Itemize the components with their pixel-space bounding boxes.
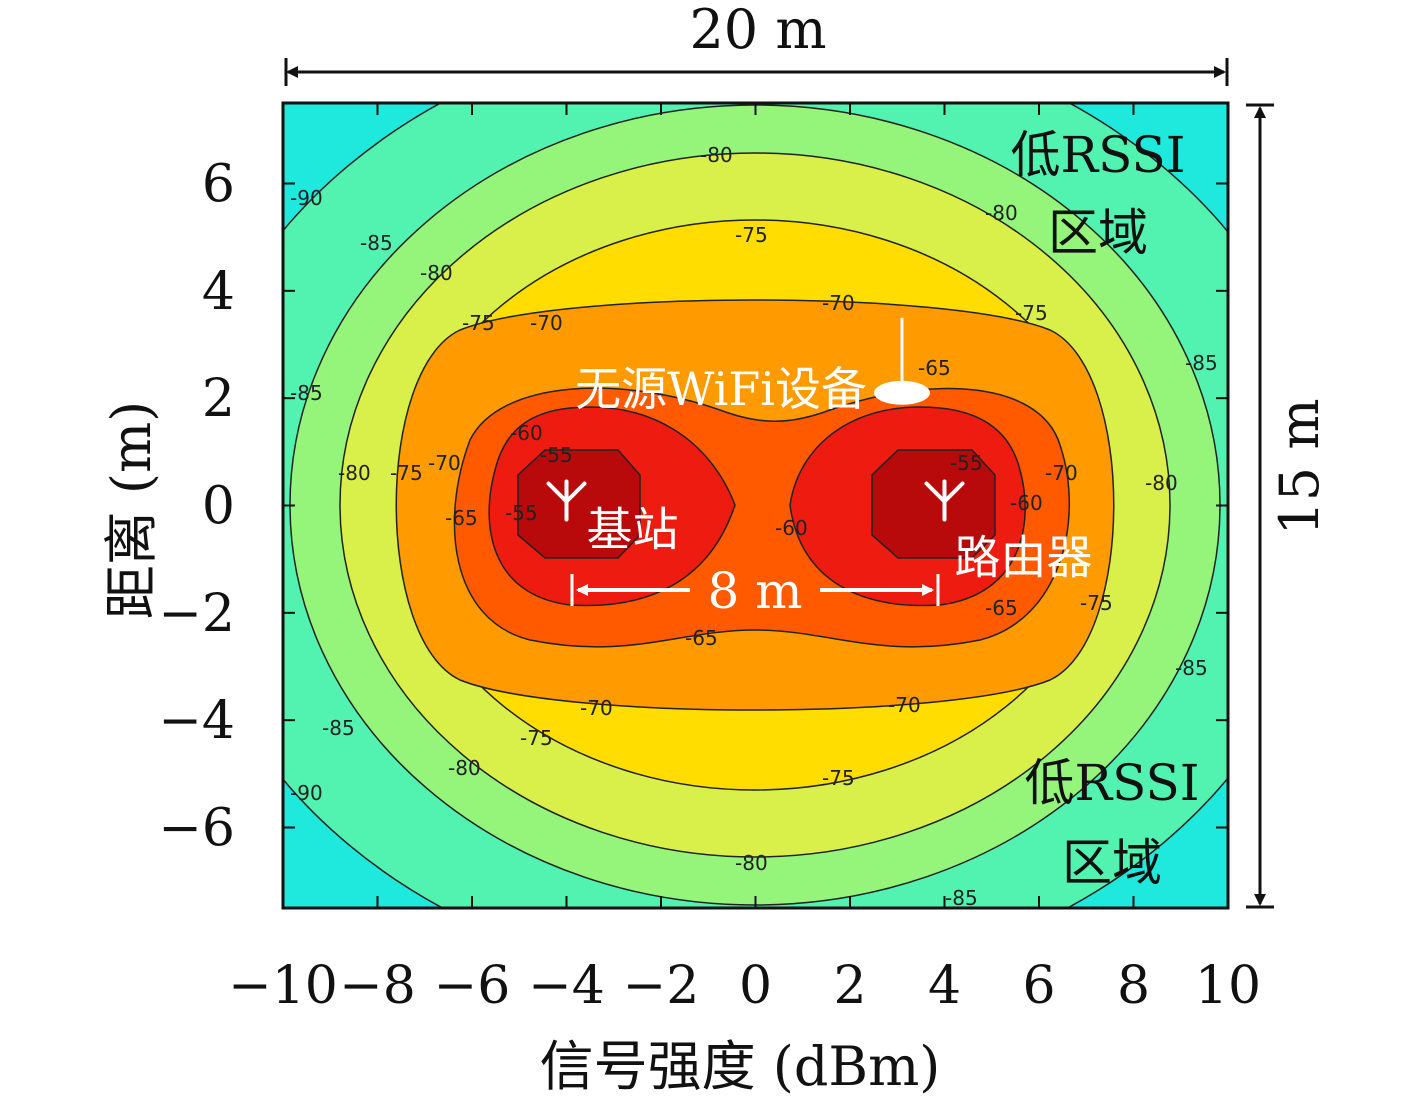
contour-bands bbox=[283, 103, 1228, 908]
contour-label: -75 bbox=[462, 311, 495, 335]
x-tick-label: 0 bbox=[739, 956, 772, 1016]
contour-label: -55 bbox=[540, 443, 573, 467]
contour-label: -90 bbox=[290, 186, 323, 210]
y-axis-ticks: 6 4 2 0 −2 −4 −6 bbox=[158, 155, 1228, 859]
low-rssi-bottom-label-line1: 低RSSI bbox=[1024, 754, 1199, 812]
band-above-55-left bbox=[517, 449, 641, 559]
contour-label: -75 bbox=[822, 766, 855, 790]
contour-label: -65 bbox=[918, 356, 951, 380]
contour-label: -65 bbox=[445, 506, 478, 530]
base-station-label: 基站 bbox=[587, 503, 679, 557]
height-dimension-label: 15 m bbox=[1268, 398, 1331, 535]
contour-label: -60 bbox=[1010, 491, 1043, 515]
x-tick-label: 4 bbox=[928, 956, 961, 1016]
passive-wifi-device-marker bbox=[873, 317, 930, 405]
contour-label: -85 bbox=[322, 716, 355, 740]
band-above-55-right bbox=[871, 449, 996, 559]
antenna-shape bbox=[924, 479, 965, 522]
contour-label: -70 bbox=[580, 696, 613, 720]
y-tick-label: −2 bbox=[158, 584, 235, 644]
contour-label: -70 bbox=[428, 451, 461, 475]
separation-label: 8 m bbox=[707, 562, 802, 620]
x-tick-label: 2 bbox=[833, 956, 866, 1016]
contour-label: -65 bbox=[685, 626, 718, 650]
contour-label: -55 bbox=[505, 501, 538, 525]
contour-label: -85 bbox=[360, 231, 393, 255]
antenna-shape bbox=[546, 479, 587, 522]
contour-label: -70 bbox=[1045, 461, 1078, 485]
y-tick-label: −4 bbox=[158, 691, 235, 751]
y-axis-label: 距离 (m) bbox=[100, 401, 163, 620]
contour-label: -85 bbox=[1185, 351, 1218, 375]
contour-label: -75 bbox=[390, 461, 423, 485]
contour-labels: -80 -75 -70 -65 -70 -75 -80 -85 -90 -85 … bbox=[290, 143, 1218, 910]
y-tick-label: 4 bbox=[202, 262, 235, 322]
y-tick-label: 2 bbox=[202, 369, 235, 429]
low-rssi-top-label-line2: 区域 bbox=[1048, 204, 1148, 262]
contour-label: -70 bbox=[530, 311, 563, 335]
x-tick-label: 6 bbox=[1022, 956, 1055, 1016]
passive-wifi-device-label: 无源WiFi设备 bbox=[575, 362, 867, 416]
router-label: 路由器 bbox=[955, 531, 1093, 585]
x-tick-label: 10 bbox=[1195, 956, 1261, 1016]
contour-label: -80 bbox=[735, 851, 768, 875]
contour-label: -80 bbox=[1145, 471, 1178, 495]
y-tick-label: 0 bbox=[202, 477, 235, 537]
contour-label: -85 bbox=[290, 381, 323, 405]
contour-label: -60 bbox=[775, 516, 808, 540]
antenna-icon bbox=[924, 479, 965, 522]
device-ellipse bbox=[873, 380, 930, 405]
contour-label: -80 bbox=[338, 461, 371, 485]
antenna-icon bbox=[546, 479, 587, 522]
contour-label: -80 bbox=[985, 201, 1018, 225]
y-tick-label: 6 bbox=[202, 155, 235, 215]
x-axis-ticks: −10 −8 −6 −4 −2 0 2 4 6 8 10 bbox=[228, 103, 1261, 1016]
low-rssi-top-label-line1: 低RSSI bbox=[1010, 126, 1185, 184]
contour-label: -80 bbox=[420, 261, 453, 285]
contour-label: -80 bbox=[700, 143, 733, 167]
contour-label: -75 bbox=[1080, 591, 1113, 615]
x-axis-label: 信号强度 (dBm) bbox=[540, 1035, 941, 1098]
contour-label: -65 bbox=[985, 596, 1018, 620]
contour-label: -70 bbox=[822, 291, 855, 315]
width-dimension-label: 20 m bbox=[689, 0, 826, 61]
contour-label: -75 bbox=[1015, 301, 1048, 325]
x-tick-label: −8 bbox=[339, 956, 416, 1016]
x-tick-label: −4 bbox=[528, 956, 605, 1016]
contour-label: -75 bbox=[735, 223, 768, 247]
low-rssi-bottom-label-line2: 区域 bbox=[1062, 834, 1162, 892]
contour-label: -85 bbox=[1175, 656, 1208, 680]
contour-label: -60 bbox=[510, 421, 543, 445]
contour-label: -55 bbox=[950, 451, 983, 475]
x-tick-label: 8 bbox=[1117, 956, 1150, 1016]
contour-label: -75 bbox=[520, 726, 553, 750]
x-tick-label: −6 bbox=[434, 956, 511, 1016]
x-tick-label: −2 bbox=[623, 956, 700, 1016]
x-tick-label: −10 bbox=[228, 956, 338, 1016]
contour-label: -80 bbox=[448, 756, 481, 780]
y-tick-label: −6 bbox=[158, 799, 235, 859]
contour-label: -85 bbox=[945, 886, 978, 910]
contour-label: -70 bbox=[888, 693, 921, 717]
contour-label: -90 bbox=[290, 781, 323, 805]
